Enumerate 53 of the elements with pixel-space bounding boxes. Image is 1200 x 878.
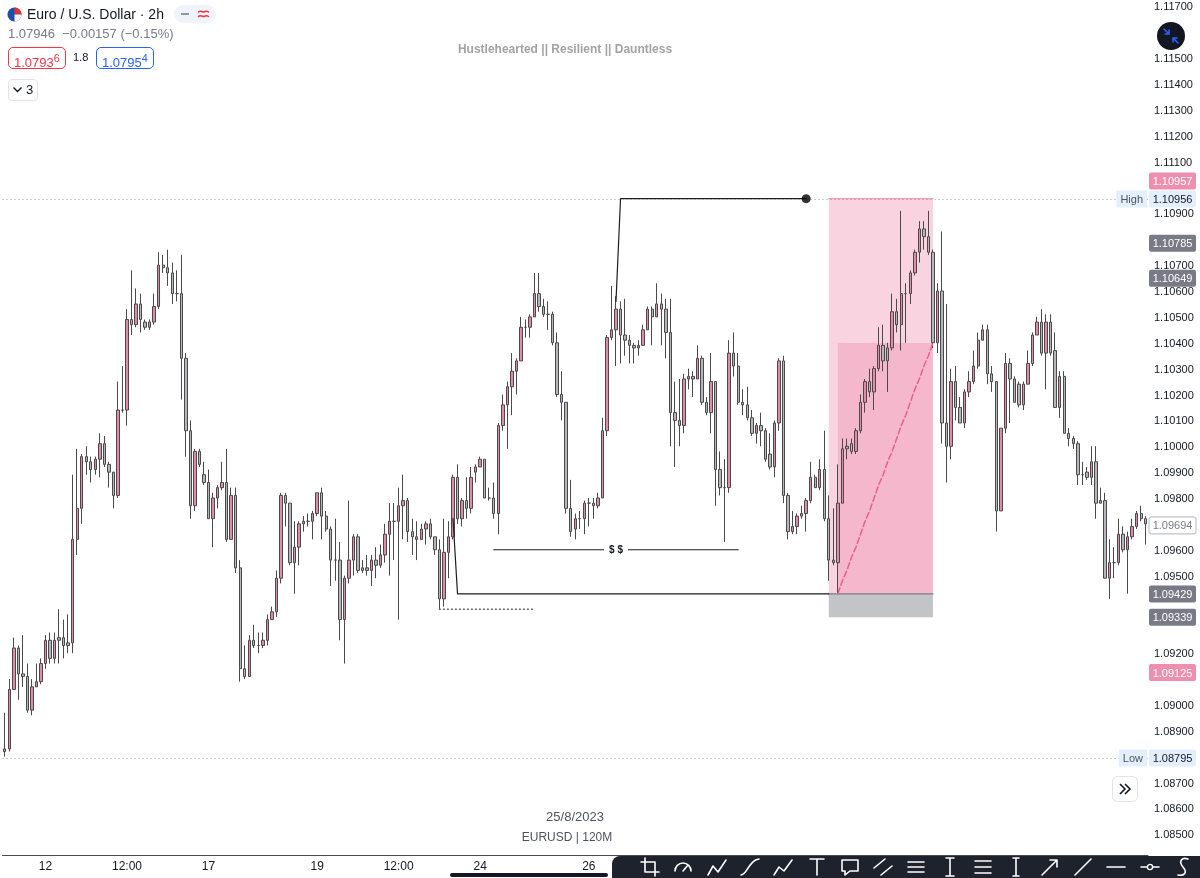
y-tick-label: 1.10200 [1154, 388, 1194, 401]
y-tick-label: 1.09900 [1154, 466, 1194, 479]
x-tick-label: 12:00 [112, 859, 143, 873]
text: 1.10649 [1152, 272, 1193, 285]
y-tick-label: 1.11700 [1154, 0, 1193, 13]
y-tick-label: 1.08600 [1154, 802, 1194, 815]
annotation: 25/8/2023 [546, 809, 604, 824]
y-tick-label: 1.11400 [1154, 78, 1193, 91]
x-tick-label: 19 [310, 859, 325, 873]
y-tick-label: 1.10400 [1154, 336, 1194, 349]
y-tick-label: 1.10600 [1154, 285, 1194, 298]
annotation: Euro / U.S. Dollar · 2h [27, 6, 164, 22]
y-tick-label: 1.09500 [1154, 569, 1194, 582]
text: Hustlehearted || Resilient || Dauntless [457, 42, 673, 56]
dropdown-box: 3 [8, 79, 38, 101]
text: 1.09339 [1152, 611, 1193, 624]
text: 1.08795 [1152, 751, 1193, 764]
price-box: 1.0795$^{4}$ [96, 47, 154, 69]
y-tick-label: 1.11200 [1154, 129, 1193, 142]
text: 1.09429 [1152, 587, 1193, 600]
y-tick-label: 1.10500 [1154, 310, 1194, 323]
text: 1.09125 [1152, 666, 1193, 679]
ref-line-label: High [1120, 192, 1143, 205]
y-tick-label: 1.10300 [1154, 362, 1194, 375]
x-tick-label: 26 [582, 859, 596, 873]
y-tick-label: 1.09800 [1154, 492, 1194, 504]
price-box: 1.0793$^{6}$ [8, 47, 66, 69]
y-tick-label: 1.09600 [1154, 543, 1194, 556]
y-tick-label: 1.10900 [1154, 207, 1194, 220]
text: 1.10785 [1152, 237, 1193, 250]
text: 1.09694 [1152, 519, 1193, 532]
y-tick-label: 1.10700 [1154, 259, 1194, 272]
text: 1.10956 [1152, 192, 1193, 205]
x-tick-label: 12:00 [383, 859, 415, 873]
y-tick-label: 1.09000 [1154, 698, 1194, 711]
y-tick-label: 1.10100 [1154, 414, 1194, 427]
y-tick-label: 1.09200 [1154, 647, 1194, 660]
x-tick-label: 24 [473, 859, 488, 873]
annotation: 1.8 [73, 51, 89, 63]
annotation: 3 [26, 81, 34, 99]
y-tick-label: 1.10000 [1154, 440, 1194, 453]
y-tick-label: 1.08900 [1154, 724, 1194, 737]
y-tick-label: 1.11500 [1154, 52, 1193, 65]
text: 1.10957 [1152, 174, 1193, 187]
x-tick-label: 17 [201, 859, 216, 873]
x-tick-label: 12 [38, 859, 53, 873]
ref-line-label: Low [1122, 751, 1144, 764]
y-tick-label: 1.08500 [1154, 828, 1194, 841]
y-tick-label: 1.08700 [1154, 776, 1194, 789]
annotation: EURUSD | 120M [521, 830, 613, 844]
annotation: 1.07946 −0.00157 (−0.15%) [8, 26, 174, 41]
y-tick-label: 1.11300 [1154, 103, 1193, 116]
y-tick-label: 1.11100 [1154, 155, 1193, 168]
